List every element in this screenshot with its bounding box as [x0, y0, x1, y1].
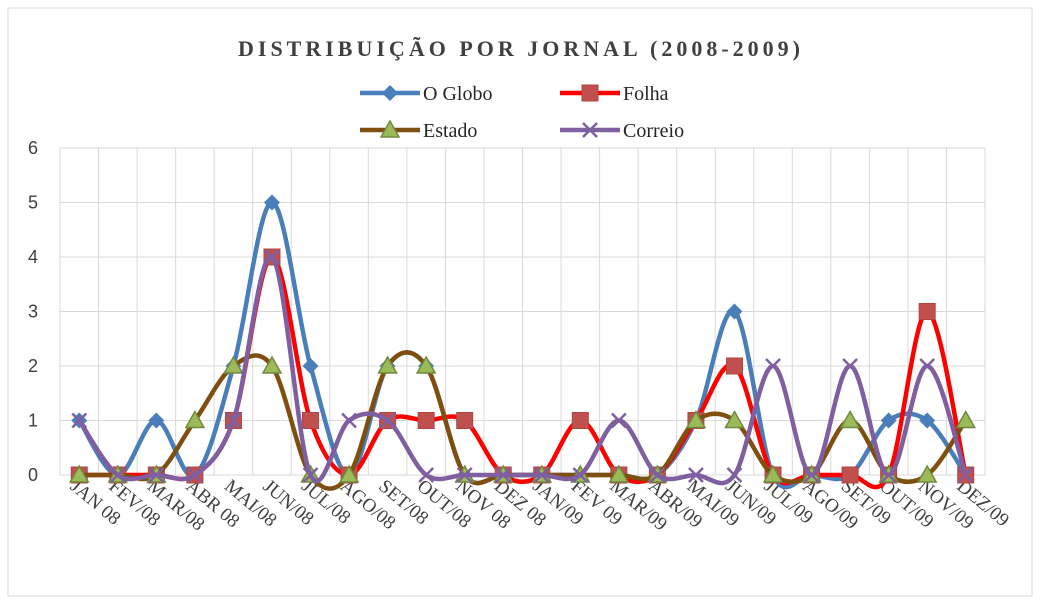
- marker: [184, 409, 206, 429]
- marker: [109, 467, 126, 483]
- chart-title: DISTRIBUIÇÃO POR JORNAL (2008-2009): [238, 36, 804, 61]
- marker: [415, 355, 437, 374]
- marker: [649, 467, 666, 483]
- marker: [261, 355, 283, 374]
- marker: [187, 467, 203, 483]
- marker: [68, 464, 90, 483]
- marker: [572, 467, 589, 483]
- marker: [685, 409, 707, 429]
- marker: [880, 467, 897, 483]
- marker: [456, 412, 474, 429]
- marker: [918, 303, 936, 320]
- marker: [571, 412, 589, 429]
- legend-label: Correio: [623, 120, 684, 142]
- marker: [688, 467, 704, 483]
- marker: [533, 467, 550, 483]
- legend-label: Estado: [423, 120, 477, 142]
- series: [71, 249, 974, 486]
- marker: [919, 358, 936, 374]
- marker: [762, 464, 784, 483]
- marker: [379, 119, 401, 138]
- marker: [382, 85, 398, 101]
- marker: [726, 467, 743, 483]
- marker: [302, 467, 319, 483]
- marker: [919, 412, 936, 429]
- marker: [841, 466, 859, 484]
- marker: [263, 194, 280, 211]
- marker: [225, 412, 242, 429]
- y-tick-label: 6: [28, 138, 38, 158]
- marker: [842, 358, 858, 374]
- marker: [765, 358, 781, 374]
- marker: [456, 467, 473, 483]
- marker: [338, 464, 360, 483]
- marker: [148, 467, 165, 483]
- legend-label: O Globo: [423, 83, 492, 105]
- marker: [264, 249, 280, 265]
- y-tick-label: 0: [28, 465, 38, 485]
- marker: [495, 467, 512, 483]
- marker: [377, 355, 398, 374]
- marker: [417, 412, 435, 429]
- marker: [955, 409, 977, 429]
- marker: [610, 412, 627, 429]
- marker: [379, 412, 396, 429]
- y-tick-label: 3: [28, 302, 38, 322]
- marker: [223, 355, 244, 374]
- marker: [341, 412, 357, 429]
- marker: [725, 357, 743, 375]
- marker: [581, 84, 599, 102]
- y-tick-label: 1: [28, 411, 38, 431]
- marker: [957, 467, 974, 483]
- y-tick-label: 4: [28, 247, 38, 267]
- legend-label: Folha: [623, 83, 669, 105]
- marker: [71, 412, 88, 429]
- y-tick-label: 5: [28, 193, 38, 213]
- marker: [839, 409, 861, 429]
- marker: [148, 412, 165, 429]
- marker: [916, 464, 938, 483]
- marker: [302, 358, 319, 374]
- marker: [726, 303, 743, 320]
- marker: [582, 122, 598, 138]
- marker: [880, 412, 897, 429]
- line: [77, 254, 968, 486]
- marker: [418, 467, 435, 483]
- marker: [724, 409, 745, 429]
- marker: [302, 412, 320, 429]
- marker: [803, 467, 820, 483]
- chart-border: [7, 7, 1033, 597]
- y-tick-label: 2: [28, 356, 38, 376]
- marker: [608, 464, 630, 483]
